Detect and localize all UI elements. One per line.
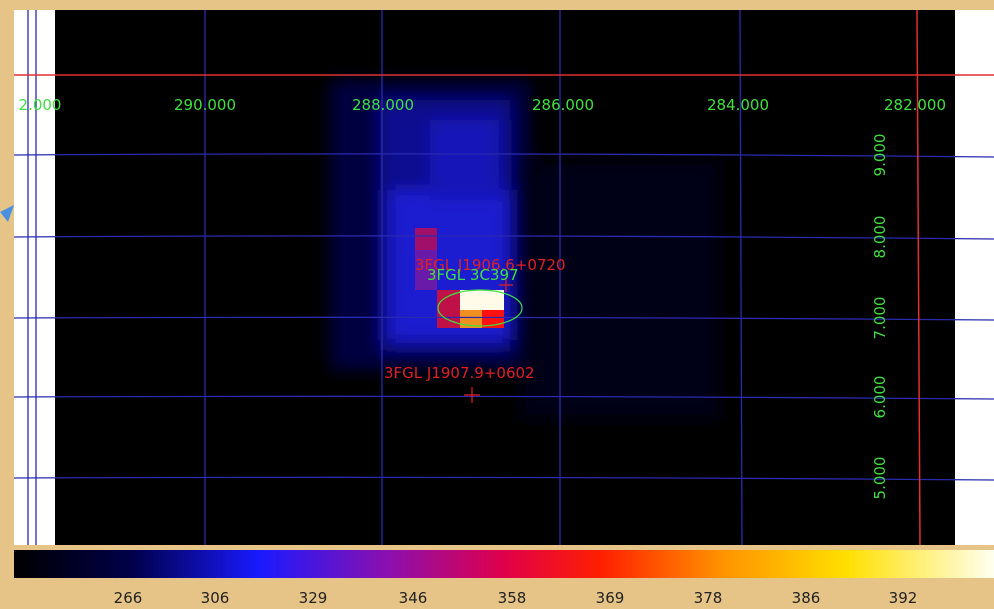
x-label: 284.000: [707, 96, 769, 114]
arrow-icon: [0, 205, 14, 222]
x-labels: 2.000 290.000 288.000 286.000 284.000 282.000: [19, 96, 946, 114]
source-label: 3FGL J1906.6+0720: [415, 256, 566, 274]
colorbar: [14, 550, 994, 578]
source-label: 3FGL J1907.9+0602: [384, 364, 535, 382]
colorbar-label: 306: [201, 589, 230, 605]
y-label: 9.000: [871, 134, 889, 177]
colorbar-labels: 266 306 329 346 358 369 378 386 392: [114, 589, 918, 607]
source-ellipse: [437, 289, 523, 327]
x-label: 286.000: [532, 96, 594, 114]
y-label: 5.000: [871, 457, 889, 500]
colorbar-label: 329: [299, 589, 328, 605]
colorbar-label: 369: [596, 589, 625, 605]
colorbar-label: 266: [114, 589, 143, 605]
y-label: 8.000: [871, 216, 889, 259]
y-label: 6.000: [871, 376, 889, 419]
x-label: 282.000: [884, 96, 946, 114]
x-label: 288.000: [352, 96, 414, 114]
colorbar-label: 392: [889, 589, 918, 605]
grid: [13, 9, 994, 546]
colorbar-label: 386: [792, 589, 821, 605]
x-label: 2.000: [19, 96, 62, 114]
y-label: 7.000: [871, 297, 889, 340]
source-label: 3FGL 3C397: [427, 266, 519, 284]
source-marker: [464, 387, 480, 403]
colorbar-label: 378: [694, 589, 723, 605]
source-marker: [499, 278, 513, 292]
bright-pixels: [415, 228, 504, 328]
colorbar-label: 346: [399, 589, 428, 605]
colorbar-label: 358: [498, 589, 527, 605]
x-label: 290.000: [174, 96, 236, 114]
y-labels: 9.000 8.000 7.000 6.000 5.000: [871, 134, 889, 500]
